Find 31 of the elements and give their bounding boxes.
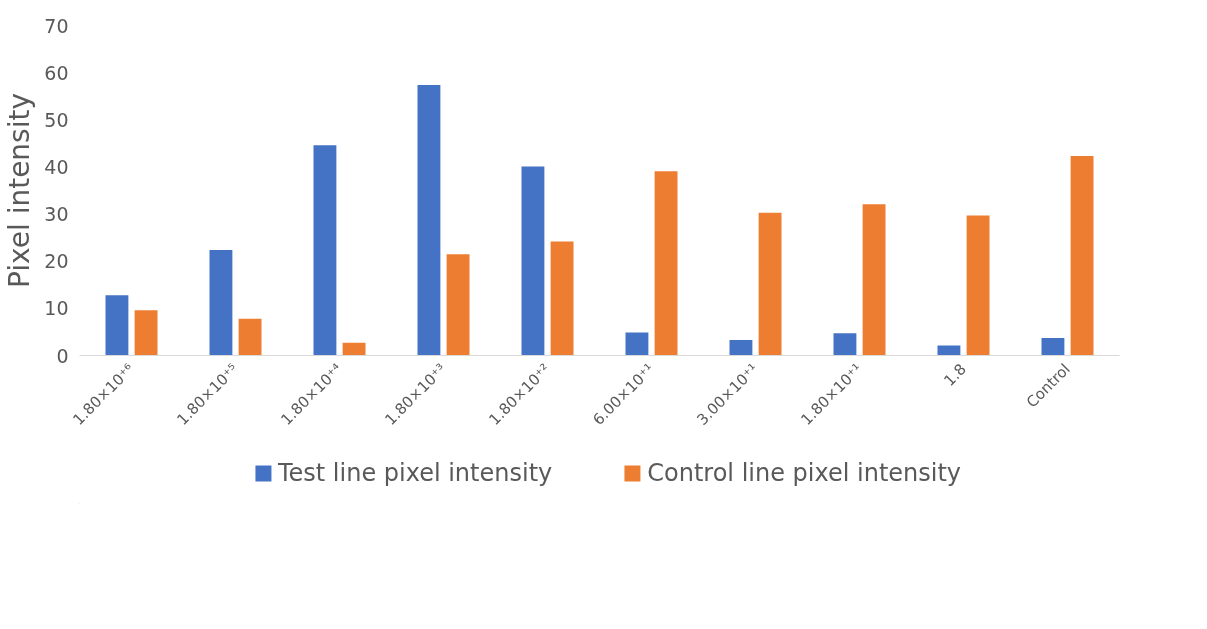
bar bbox=[342, 342, 366, 356]
bar bbox=[862, 204, 886, 356]
bar bbox=[209, 249, 233, 356]
bar bbox=[446, 254, 470, 356]
bar bbox=[134, 310, 158, 356]
bar bbox=[1070, 156, 1094, 356]
bar bbox=[105, 295, 129, 356]
y-tick-label: 10 bbox=[44, 297, 69, 320]
y-tick-label: 0 bbox=[56, 344, 69, 367]
bar bbox=[729, 339, 753, 356]
y-axis-title: Pixel intensity bbox=[3, 92, 37, 289]
y-tick-label: 40 bbox=[44, 155, 69, 178]
y-tick-label: 50 bbox=[44, 108, 69, 131]
bar bbox=[966, 215, 990, 356]
bar bbox=[833, 333, 857, 356]
bar bbox=[521, 166, 545, 356]
bar bbox=[1041, 338, 1065, 356]
y-tick-label: 70 bbox=[44, 14, 69, 37]
x-tick-label: 1.8 bbox=[940, 360, 970, 390]
bar bbox=[625, 332, 649, 356]
legend-label: Test line pixel intensity bbox=[277, 459, 553, 487]
legend-label: Control line pixel intensity bbox=[647, 459, 962, 487]
bar bbox=[758, 212, 782, 356]
bar bbox=[417, 84, 441, 356]
y-tick-label: 60 bbox=[44, 61, 69, 84]
y-tick-label: 30 bbox=[44, 203, 69, 226]
bar bbox=[654, 171, 678, 356]
bar bbox=[313, 145, 337, 356]
bar bbox=[238, 318, 262, 356]
bar bbox=[550, 241, 574, 356]
y-tick-label: 20 bbox=[44, 250, 69, 273]
